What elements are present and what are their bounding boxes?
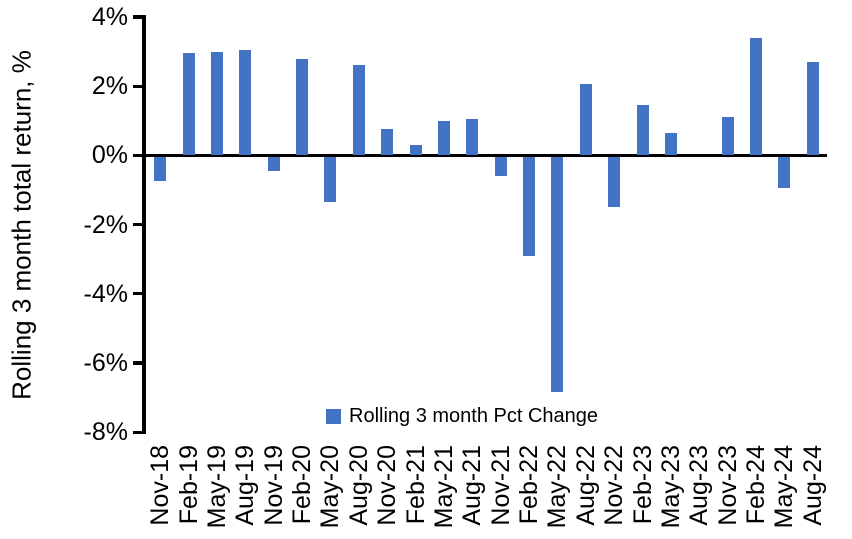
bar	[182, 53, 195, 156]
x-axis-zero-line	[146, 153, 827, 158]
x-axis-label: Feb-23	[628, 445, 657, 525]
x-axis-label: Aug-21	[458, 445, 487, 526]
bar	[381, 129, 394, 156]
x-axis-label: Aug-22	[571, 445, 600, 526]
x-axis-label: Feb-24	[742, 445, 771, 525]
y-tick-label: -4%	[83, 279, 128, 308]
legend: Rolling 3 month Pct Change	[326, 405, 598, 428]
bar	[551, 156, 564, 393]
bar	[352, 65, 365, 156]
y-tick-label: 4%	[91, 3, 128, 31]
y-tick	[133, 361, 146, 365]
y-tick-label: 0%	[91, 141, 128, 170]
bar	[721, 117, 734, 156]
y-tick	[133, 153, 146, 157]
x-axis-label: Aug-24	[798, 445, 827, 526]
x-axis-label: Nov-18	[146, 445, 175, 526]
legend-label: Rolling 3 month Pct Change	[349, 405, 599, 427]
y-tick-label: -6%	[83, 349, 128, 377]
bar	[437, 120, 450, 156]
x-axis-label: Nov-19	[259, 445, 288, 526]
x-axis-label: Feb-21	[401, 445, 430, 525]
y-tick	[133, 84, 146, 88]
bar	[778, 156, 791, 189]
legend-marker-square	[326, 409, 341, 424]
x-axis-label: Aug-20	[344, 445, 373, 526]
x-axis-label: Feb-20	[288, 445, 317, 525]
bar	[210, 51, 223, 156]
x-axis-label: Feb-22	[515, 445, 544, 525]
x-axis-label: May-20	[316, 445, 345, 529]
bar	[154, 156, 167, 182]
x-axis-label: May-23	[656, 445, 685, 529]
y-tick-label: -2%	[83, 210, 128, 239]
x-axis-label: May-19	[202, 445, 231, 529]
y-tick	[133, 430, 146, 434]
bar	[324, 156, 337, 202]
y-tick	[133, 223, 146, 227]
y-tick	[133, 292, 146, 296]
bar	[608, 156, 621, 208]
x-axis-label: Nov-20	[373, 445, 402, 526]
y-tick-label: 2%	[91, 72, 128, 101]
y-tick-label: -8%	[83, 418, 128, 447]
x-axis-label: Nov-23	[713, 445, 742, 526]
x-axis-label: Aug-19	[231, 445, 260, 526]
bar	[664, 132, 677, 156]
y-tick	[133, 15, 146, 19]
bar	[296, 58, 309, 156]
x-axis-label: Nov-21	[486, 445, 515, 526]
bar	[636, 105, 649, 156]
bar	[409, 145, 422, 156]
x-axis-label: May-21	[429, 445, 458, 529]
x-axis-label: Nov-22	[600, 445, 629, 526]
bar	[466, 119, 479, 156]
bar	[267, 156, 280, 171]
x-axis-label: Aug-23	[685, 445, 714, 526]
bar	[579, 84, 592, 156]
bar	[806, 61, 819, 156]
x-axis-label: May-24	[770, 445, 799, 529]
x-axis-label: May-22	[543, 445, 572, 529]
bar	[523, 156, 536, 256]
bar	[750, 37, 763, 156]
bar	[494, 156, 507, 176]
x-axis-label: Feb-19	[174, 445, 203, 525]
bar	[239, 49, 252, 156]
